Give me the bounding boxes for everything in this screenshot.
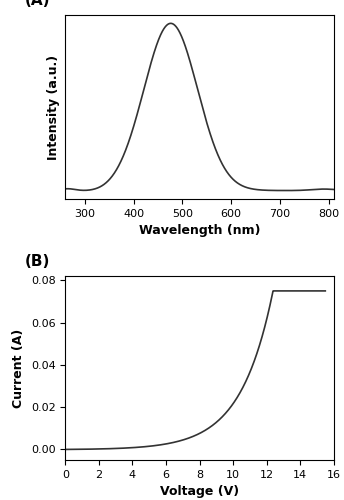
Text: (A): (A)	[25, 0, 51, 8]
Y-axis label: Intensity (a.u.): Intensity (a.u.)	[47, 54, 60, 160]
Text: (B): (B)	[25, 254, 51, 269]
X-axis label: Voltage (V): Voltage (V)	[160, 486, 239, 498]
X-axis label: Wavelength (nm): Wavelength (nm)	[139, 224, 260, 237]
Y-axis label: Current (A): Current (A)	[12, 328, 25, 407]
